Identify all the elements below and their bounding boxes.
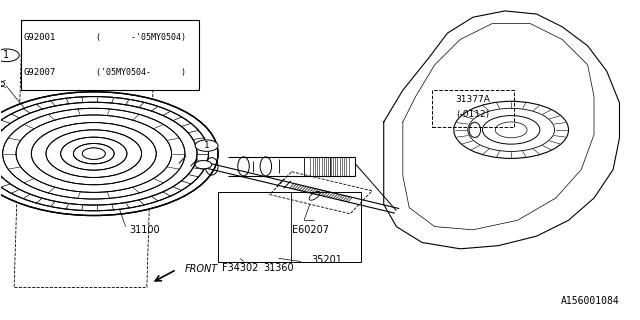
Text: G92001: G92001 — [24, 33, 56, 42]
Text: 35201: 35201 — [311, 255, 342, 265]
Text: F34302: F34302 — [222, 263, 259, 273]
Circle shape — [0, 102, 197, 205]
Circle shape — [454, 101, 568, 158]
Text: A20858: A20858 — [17, 138, 55, 148]
Text: G92007: G92007 — [24, 68, 56, 77]
Text: 1: 1 — [3, 50, 10, 60]
Text: 1: 1 — [204, 141, 209, 150]
Circle shape — [3, 108, 185, 199]
Text: (-0112): (-0112) — [456, 109, 490, 118]
Circle shape — [83, 148, 105, 159]
Circle shape — [195, 140, 218, 151]
Text: ('05MY0504-      ): ('05MY0504- ) — [96, 68, 186, 77]
Bar — [431, 90, 515, 127]
Circle shape — [0, 97, 209, 211]
Bar — [218, 192, 362, 261]
Text: FRONT: FRONT — [185, 264, 218, 275]
Bar — [20, 20, 199, 90]
Circle shape — [495, 122, 527, 138]
Circle shape — [0, 92, 218, 215]
Circle shape — [468, 108, 554, 151]
Text: A156001084: A156001084 — [561, 296, 620, 306]
Circle shape — [61, 137, 127, 170]
Text: 31377A: 31377A — [456, 95, 490, 104]
Circle shape — [31, 123, 156, 185]
Circle shape — [483, 116, 540, 144]
Text: E60207: E60207 — [292, 225, 329, 235]
Circle shape — [46, 130, 141, 178]
Circle shape — [74, 143, 114, 164]
Circle shape — [0, 81, 4, 87]
Circle shape — [16, 115, 172, 192]
Text: 31360: 31360 — [263, 263, 294, 273]
Circle shape — [195, 161, 212, 169]
Text: 31100: 31100 — [129, 225, 159, 235]
Text: (      -'05MY0504): ( -'05MY0504) — [96, 33, 186, 42]
Circle shape — [0, 49, 19, 62]
